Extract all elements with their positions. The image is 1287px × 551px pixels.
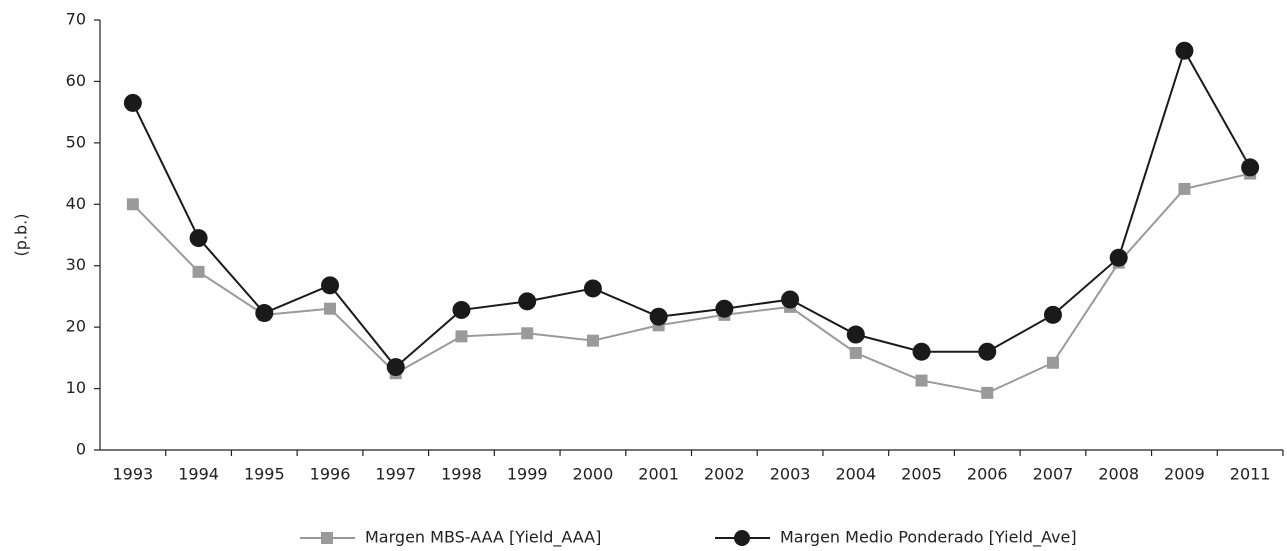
point bbox=[849, 346, 862, 359]
point bbox=[189, 229, 208, 248]
legend-marker bbox=[734, 530, 750, 546]
x-tick-label: 2008 bbox=[1098, 465, 1139, 484]
point bbox=[715, 299, 734, 318]
legend-label: Margen MBS-AAA [Yield_AAA] bbox=[365, 528, 601, 548]
point bbox=[1046, 356, 1059, 369]
point bbox=[386, 358, 405, 377]
point bbox=[912, 342, 931, 361]
y-axis-label: (p.b.) bbox=[12, 214, 31, 257]
point bbox=[978, 342, 997, 361]
y-tick-label: 30 bbox=[66, 255, 86, 274]
point bbox=[1109, 248, 1128, 267]
series-line bbox=[131, 48, 1252, 369]
series-line bbox=[132, 172, 1251, 394]
point bbox=[586, 334, 599, 347]
legend-marker bbox=[321, 532, 333, 544]
x-tick-label: 1998 bbox=[441, 465, 482, 484]
point bbox=[1178, 182, 1191, 195]
legend-label: Margen Medio Ponderado [Yield_Ave] bbox=[780, 528, 1077, 548]
point bbox=[324, 302, 337, 315]
point bbox=[192, 265, 205, 278]
point bbox=[123, 93, 142, 112]
point bbox=[321, 276, 340, 295]
point bbox=[1241, 158, 1260, 177]
y-tick-label: 0 bbox=[76, 440, 86, 459]
y-tick-label: 70 bbox=[66, 10, 86, 29]
x-tick-label: 2005 bbox=[901, 465, 942, 484]
point bbox=[126, 198, 139, 211]
point bbox=[521, 327, 534, 340]
x-tick-label: 1996 bbox=[310, 465, 351, 484]
x-tick-label: 2011 bbox=[1230, 465, 1271, 484]
x-tick-label: 2002 bbox=[704, 465, 745, 484]
y-tick-label: 50 bbox=[66, 132, 86, 151]
point bbox=[1043, 305, 1062, 324]
x-tick-label: 2001 bbox=[638, 465, 679, 484]
point bbox=[981, 386, 994, 399]
x-tick-label: 1995 bbox=[244, 465, 285, 484]
x-tick-label: 1999 bbox=[507, 465, 548, 484]
y-tick-label: 20 bbox=[66, 317, 86, 336]
y-tick-label: 10 bbox=[66, 378, 86, 397]
point bbox=[1175, 41, 1194, 60]
point bbox=[649, 307, 668, 326]
point bbox=[255, 304, 274, 323]
x-tick-label: 1997 bbox=[375, 465, 416, 484]
x-tick-label: 2006 bbox=[967, 465, 1008, 484]
point bbox=[455, 330, 468, 343]
y-tick-label: 40 bbox=[66, 194, 86, 213]
x-tick-label: 1994 bbox=[178, 465, 219, 484]
point bbox=[846, 325, 865, 344]
x-tick-label: 1993 bbox=[113, 465, 154, 484]
point bbox=[915, 374, 928, 387]
x-tick-label: 2009 bbox=[1164, 465, 1205, 484]
x-tick-label: 2004 bbox=[835, 465, 876, 484]
point bbox=[583, 279, 602, 298]
x-tick-label: 2003 bbox=[770, 465, 811, 484]
x-tick-label: 2000 bbox=[573, 465, 614, 484]
y-tick-label: 60 bbox=[66, 71, 86, 90]
point bbox=[781, 290, 800, 309]
point bbox=[452, 300, 471, 319]
x-tick-label: 2007 bbox=[1033, 465, 1074, 484]
point bbox=[518, 292, 537, 311]
